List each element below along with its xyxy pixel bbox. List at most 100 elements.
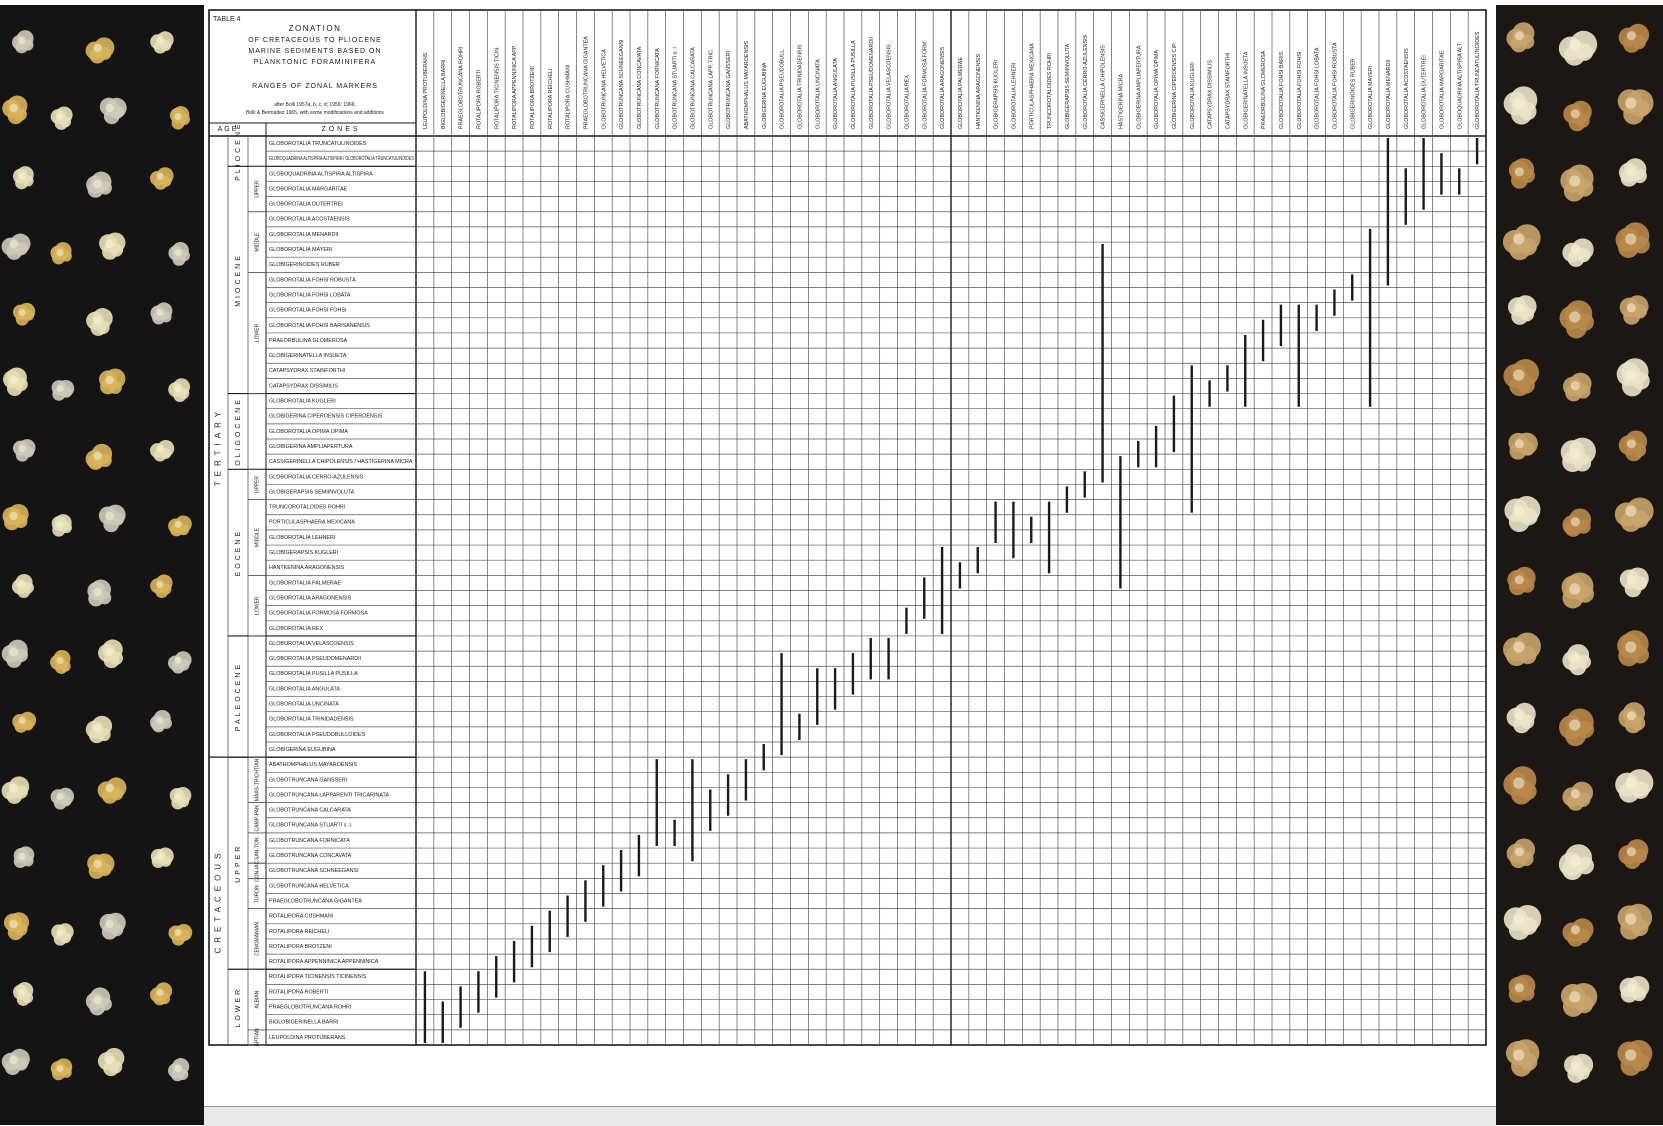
zone-label: GLOBOTRUNCANA LAPPARENTI TRICARINATA xyxy=(269,792,389,798)
zone-label: GLOBOROTALIA DUTERTREI xyxy=(269,202,343,208)
foraminifera-shell xyxy=(97,1047,125,1077)
stage-label: LOWER xyxy=(254,596,260,615)
chart-grid xyxy=(208,9,1487,1046)
zone-label: GLOBOROTALIA TRINIDADENSIS xyxy=(269,717,354,723)
zone-label: GLOBOROTALIA MAYERI xyxy=(269,247,332,253)
foraminifera-shell xyxy=(1619,295,1649,325)
foraminifera-shell xyxy=(99,232,126,260)
stage-label: SAN-TON. xyxy=(254,836,260,860)
species-column-label: BIGLOBIGERINELLA BARRI xyxy=(441,59,447,129)
zone-label: CATAPSYDRAX STAINFORTHI xyxy=(269,368,345,374)
zone-label: GLOBOROTALIA MARGARITAE xyxy=(269,186,348,192)
zone-label: GLOBOROTALIA VELASCOENSIS xyxy=(269,641,354,647)
species-column-label: GLOBOROTALIA ACOSTAENSIS xyxy=(1404,48,1410,129)
foraminifera-shell xyxy=(150,440,175,462)
species-column-label: GLOBOROTALIA UNCINATA xyxy=(815,59,821,129)
zone-label: GLOBOROTALIA TRUNCATULINOIDES xyxy=(269,141,367,147)
foraminifera-shell xyxy=(85,715,113,744)
foraminifera-shell xyxy=(168,924,193,946)
stage-label: LOWER xyxy=(254,323,260,342)
zone-label: ROTALIPORA BROTZENI xyxy=(269,944,332,950)
foraminifera-shell xyxy=(1508,432,1538,460)
specimen-photo-right xyxy=(1496,5,1663,1125)
species-column-label: GLOBOROTALIA MARGARITAE xyxy=(1439,50,1445,129)
title-block: TABLE 4 ZONATION OF CRETACEOUS TO PLIOCE… xyxy=(213,16,384,133)
species-column-label: GLOBOROTALIA FOHSI ROBUSTA xyxy=(1332,42,1338,129)
zone-label: GLOBIGERAPSIS KUGLERI xyxy=(269,550,338,556)
series-label: UPPER xyxy=(235,844,242,883)
zone-label: ROTALIPORA ROBERTI xyxy=(269,989,328,995)
foraminifera-shell xyxy=(168,1058,190,1082)
species-column-label: GLOBOROTALIA ANGULATA xyxy=(833,58,839,129)
species-column-label: GLOBOTRUNCANA HELVETICA xyxy=(601,49,607,129)
foraminifera-shell xyxy=(1560,164,1594,202)
species-column-label: GLOBIGERAPSIS KUGLERI xyxy=(994,60,1000,129)
species-column-label: ROTALIPORA ROBERTI xyxy=(476,70,482,129)
foraminifera-shell xyxy=(1506,22,1535,53)
foraminifera-shell xyxy=(99,97,127,125)
zone-label: GLOBOROTALIA FOHSI LOBATA xyxy=(269,292,351,298)
species-column-label: GLOBOROTALIA VELASCOENSIS xyxy=(887,44,893,129)
foraminifera-shell xyxy=(169,106,190,130)
species-column-label: GLOBIGERINA EUGUBINA xyxy=(762,62,768,129)
species-column-label: GLOBOTRUNCANA STUARTI s. l. xyxy=(673,46,679,129)
foraminifera-shell xyxy=(1563,100,1592,132)
table-title-line-1: ZONATION xyxy=(289,24,342,33)
zone-label: LEUPOLDINA PROTUBERANS xyxy=(269,1035,346,1041)
foraminifera-shell xyxy=(168,651,192,674)
foraminifera-shell xyxy=(1558,708,1594,747)
series-label: PALEOCENE xyxy=(235,662,242,731)
species-column-label: PRAEORBULINA GLOMEROSA xyxy=(1261,50,1267,129)
zone-label: GLOBOTRUNCANA FORNICATA xyxy=(269,838,350,844)
species-column-label: GLOBOTRUNCANA GANSSERI xyxy=(726,51,732,129)
zone-label: GLOBOTRUNCANA HELVETICA xyxy=(269,883,349,889)
stage-label: CAMP-PAN. xyxy=(254,804,260,831)
zone-label: GLOBIGERINA CIPEROENSIS CIPEROENSIS xyxy=(269,414,383,420)
foraminifera-shell xyxy=(1561,572,1594,609)
table-label: TABLE 4 xyxy=(213,16,241,23)
foraminifera-shell xyxy=(12,711,37,733)
foraminifera-shell xyxy=(98,639,123,669)
foraminifera-shell xyxy=(1508,974,1536,1003)
foraminifera-shell xyxy=(50,242,72,265)
table-credit-line-1: after Bolli 1957a, b, c, d; 1959; 1966; xyxy=(274,102,356,108)
series-label: MIOCENE xyxy=(235,253,242,307)
foraminifera-shell xyxy=(1,639,28,668)
zone-label: PRAEORBULINA GLOMEROSA xyxy=(269,338,348,344)
zone-label: GLOBOROTALIA FOHSI BARISANENSIS xyxy=(269,323,370,329)
zone-label: GLOBIGERINATELLA INSUETA xyxy=(269,353,347,359)
species-column-label: PRAEGLOBOTRUNCANA GIGANTEA xyxy=(583,36,589,129)
foraminifera-shell xyxy=(1617,630,1649,667)
foraminifera-shell xyxy=(150,302,173,325)
foraminifera-shell xyxy=(1506,838,1536,869)
species-column-label: GLOBOROTALIA PSEUDOBULL. xyxy=(780,48,786,129)
foraminifera-shell xyxy=(150,982,173,1006)
foraminifera-shell xyxy=(1560,982,1598,1017)
species-column-label: HASTIGERINA MICRA xyxy=(1118,73,1124,129)
foraminifera-shell xyxy=(1617,903,1653,940)
species-column-label: GLOBOROTALIA FOHSI LOBATA xyxy=(1315,47,1321,129)
foraminifera-shell xyxy=(13,439,36,462)
zone-label: GLOBOROTALIA FOHSI FOHSI xyxy=(269,308,346,314)
chart-frame xyxy=(208,9,1487,1046)
age-column: TERTIARY CRETACEOUS PLIOCENE MIOCENE OLIGOCE… xyxy=(209,121,416,1046)
foraminifera-photo-left xyxy=(1,30,193,1082)
stage-label: APTIAN xyxy=(254,1028,260,1046)
zone-label: GLOBOROTALIA OPIMA OPIMA xyxy=(269,429,348,435)
zone-label: GLOBOROTALIA FOHSI ROBUSTA xyxy=(269,277,356,283)
foraminifera-shell xyxy=(1619,567,1649,598)
foraminifera-shell xyxy=(1503,86,1538,125)
zone-label: GLOBOROTALIA ARAGONENSIS xyxy=(269,595,352,601)
foraminifera-shell xyxy=(150,574,173,598)
zone-label: GLOBOTRUNCANA CALCARATA xyxy=(269,808,351,814)
zone-label: GLOBOROTALIA PSEUDOMENARDII xyxy=(269,656,361,662)
zone-label: ROTALIPORA APPENNINICA APPENNINICA xyxy=(269,959,379,965)
foraminifera-shell xyxy=(51,379,75,401)
table-title-line-2: OF CRETACEOUS TO PLIOCENE xyxy=(248,37,382,44)
foraminifera-shell xyxy=(1507,566,1536,596)
foraminifera-shell xyxy=(1618,23,1650,53)
species-column-label: GLOBOROTALIA TRUNCATULINOIDES xyxy=(1475,31,1481,129)
foraminifera-shell xyxy=(1562,372,1592,402)
species-column-label: GLOBOTRUNCANA CALCARATA xyxy=(690,47,696,129)
foraminifera-shell xyxy=(12,166,34,190)
